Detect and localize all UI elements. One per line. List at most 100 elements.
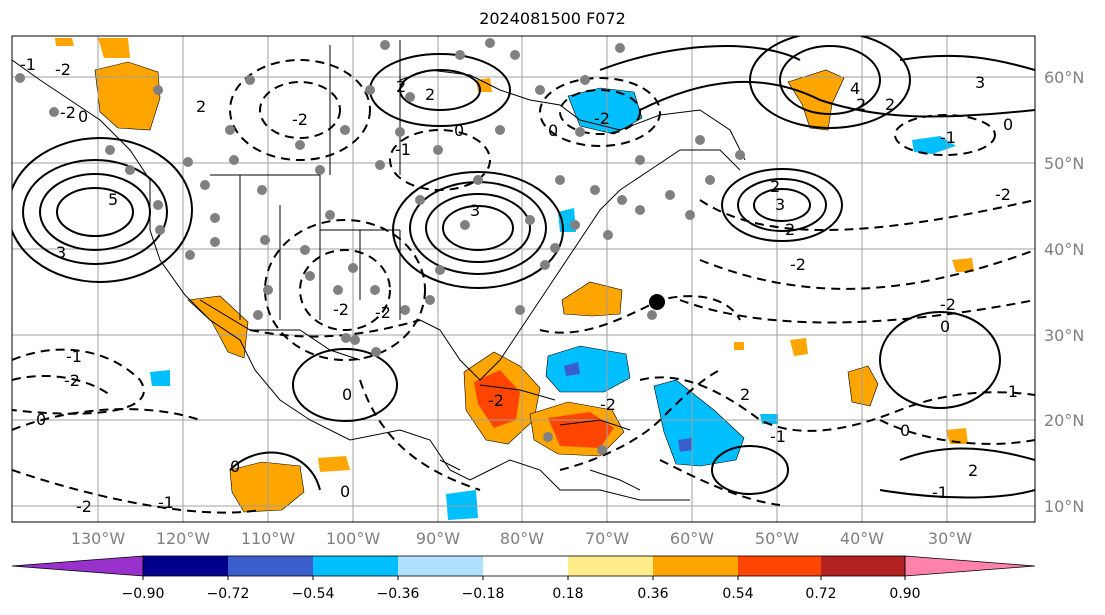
contour-label: 3 <box>975 73 985 92</box>
lon-tick-label: 100°W <box>326 529 381 548</box>
lon-tick-label: 110°W <box>241 529 296 548</box>
contour-label: -1 <box>158 493 174 512</box>
station-dot <box>405 92 415 102</box>
station-dot <box>341 333 351 343</box>
station-dot <box>597 445 607 455</box>
colorbar-tick-label: −0.36 <box>377 586 420 602</box>
shade-positive <box>187 295 249 359</box>
colorbar-extend-min <box>11 555 144 577</box>
station-dot <box>515 305 525 315</box>
shade-positive <box>318 456 350 472</box>
contour-label: -2 <box>333 300 349 319</box>
station-dot <box>375 160 385 170</box>
contour-label: 2 <box>856 95 866 114</box>
shade-positive <box>734 342 744 350</box>
contour-label: 0 <box>1003 115 1013 134</box>
contour-label: -2 <box>940 295 956 314</box>
station-dot <box>473 175 483 185</box>
contour-label: 2 <box>196 97 206 116</box>
lon-tick-label: 60°W <box>670 529 714 548</box>
contour-label: -1 <box>932 483 948 502</box>
lon-tick-label: 90°W <box>416 529 460 548</box>
station-dot <box>590 185 600 195</box>
contour-label: -2 <box>995 185 1011 204</box>
lon-tick-label: 70°W <box>585 529 629 548</box>
station-dot <box>665 190 675 200</box>
contour-label: 2 <box>968 461 978 480</box>
station-dot <box>705 175 715 185</box>
station-dot <box>647 310 657 320</box>
station-dot <box>350 335 360 345</box>
contour-label: -1 <box>770 427 786 446</box>
contour-label: -1 <box>20 55 36 74</box>
station-dot <box>365 85 375 95</box>
station-dot <box>295 140 305 150</box>
colorbar-tick-label: 0.36 <box>637 586 668 602</box>
station-dot <box>325 210 335 220</box>
contour-label: 0 <box>454 121 464 140</box>
station-dot <box>495 125 505 135</box>
contour-label: 0 <box>900 421 910 440</box>
station-dot <box>735 150 745 160</box>
contour-label: 3 <box>775 195 785 214</box>
station-dot <box>245 75 255 85</box>
contours-solid <box>12 36 1035 499</box>
lon-tick-label: 30°W <box>928 529 972 548</box>
colorbar-segment <box>313 556 398 576</box>
station-dot <box>603 230 613 240</box>
lat-tick-label: 60°N <box>1044 68 1084 87</box>
station-dot <box>315 165 325 175</box>
colorbar-tick-label: 0.54 <box>722 586 753 602</box>
station-dot <box>635 205 645 215</box>
colorbar: −0.90 −0.72 −0.54 −0.36 −0.18 0.18 0.36 … <box>11 555 1036 602</box>
shade-negative <box>653 379 745 467</box>
contour-label: -2 <box>790 255 806 274</box>
contour-label: 0 <box>548 121 558 140</box>
shade-negative <box>760 414 778 424</box>
contour-label: -2 <box>76 497 92 516</box>
colorbar-segment <box>143 556 228 576</box>
station-dot <box>153 200 163 210</box>
shade-negative <box>446 490 478 520</box>
station-dot <box>49 107 59 117</box>
shade-positive <box>847 365 879 407</box>
contour-label: -2 <box>600 395 616 414</box>
map-frame <box>11 35 1036 523</box>
shade-negative <box>912 136 956 154</box>
station-dot <box>305 271 315 281</box>
storm-center-marker <box>649 294 665 310</box>
lat-axis: 60°N 50°N 40°N 30°N 20°N 10°N <box>1044 68 1084 516</box>
station-dot <box>105 145 115 155</box>
lat-tick-label: 30°N <box>1044 326 1084 345</box>
station-dot <box>155 225 165 235</box>
colorbar-segment <box>228 556 313 576</box>
station-dot <box>425 295 435 305</box>
colorbar-segment <box>398 556 483 576</box>
coastlines <box>12 40 746 501</box>
station-dot <box>543 432 553 442</box>
station-dot <box>348 263 358 273</box>
contour-label: 0 <box>230 457 240 476</box>
lat-tick-label: 40°N <box>1044 240 1084 259</box>
contours-dashed <box>12 59 1035 514</box>
contour-label: -2 <box>375 303 391 322</box>
station-dot <box>263 285 273 295</box>
colorbar-extend-max <box>904 555 1036 577</box>
contour-label: -1 <box>1002 382 1018 401</box>
station-dot <box>200 180 210 190</box>
station-dot <box>210 213 220 223</box>
station-dot <box>229 155 239 165</box>
contour-label: 5 <box>108 190 118 209</box>
station-dot <box>185 250 195 260</box>
colorbar-tick-label: −0.18 <box>462 586 505 602</box>
station-dot <box>125 165 135 175</box>
colorbar-segment <box>568 556 653 576</box>
station-dot <box>570 220 580 230</box>
station-dot <box>455 50 465 60</box>
shade-positive <box>55 38 74 46</box>
contour-label: -1 <box>940 128 956 147</box>
shade-negative <box>545 345 631 393</box>
station-dot <box>535 85 545 95</box>
contour-label: 3 <box>470 201 480 220</box>
